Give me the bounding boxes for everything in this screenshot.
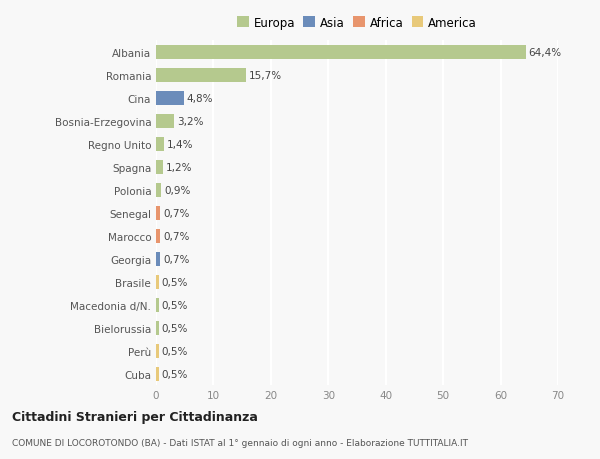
Bar	[156, 69, 246, 83]
Bar	[156, 321, 159, 335]
Bar	[156, 92, 184, 106]
Text: 0,5%: 0,5%	[162, 277, 188, 287]
Text: 3,2%: 3,2%	[177, 117, 204, 127]
Text: 0,9%: 0,9%	[164, 185, 190, 196]
Text: 0,7%: 0,7%	[163, 231, 189, 241]
Text: 0,7%: 0,7%	[163, 254, 189, 264]
Text: COMUNE DI LOCOROTONDO (BA) - Dati ISTAT al 1° gennaio di ogni anno - Elaborazion: COMUNE DI LOCOROTONDO (BA) - Dati ISTAT …	[12, 438, 468, 447]
Bar	[156, 115, 175, 129]
Text: 0,7%: 0,7%	[163, 208, 189, 218]
Bar	[156, 252, 160, 266]
Bar	[156, 367, 159, 381]
Bar	[156, 184, 161, 197]
Legend: Europa, Asia, Africa, America: Europa, Asia, Africa, America	[235, 14, 479, 32]
Bar	[156, 46, 526, 60]
Bar	[156, 207, 160, 220]
Bar	[156, 230, 160, 243]
Text: 0,5%: 0,5%	[162, 323, 188, 333]
Text: 4,8%: 4,8%	[187, 94, 213, 104]
Bar	[156, 138, 164, 151]
Text: 0,5%: 0,5%	[162, 300, 188, 310]
Text: 1,2%: 1,2%	[166, 162, 192, 173]
Bar	[156, 344, 159, 358]
Text: 0,5%: 0,5%	[162, 369, 188, 379]
Text: 0,5%: 0,5%	[162, 346, 188, 356]
Text: Cittadini Stranieri per Cittadinanza: Cittadini Stranieri per Cittadinanza	[12, 410, 258, 423]
Text: 64,4%: 64,4%	[529, 48, 562, 58]
Bar	[156, 298, 159, 312]
Bar	[156, 161, 163, 174]
Text: 1,4%: 1,4%	[167, 140, 193, 150]
Text: 15,7%: 15,7%	[249, 71, 282, 81]
Bar	[156, 275, 159, 289]
